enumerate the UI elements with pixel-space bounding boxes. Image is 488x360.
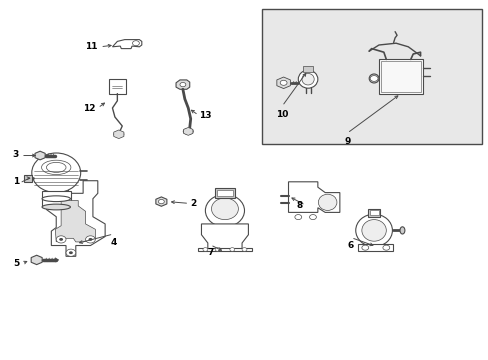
Ellipse shape — [318, 194, 336, 210]
Text: 6: 6 — [347, 241, 353, 250]
Polygon shape — [55, 201, 95, 242]
Text: 10: 10 — [276, 110, 288, 119]
Ellipse shape — [368, 74, 378, 83]
Circle shape — [242, 248, 246, 251]
Polygon shape — [176, 80, 189, 89]
Text: 7: 7 — [206, 248, 213, 257]
Text: 1: 1 — [13, 177, 20, 186]
Circle shape — [132, 41, 139, 46]
Bar — [367, 209, 380, 217]
Ellipse shape — [211, 198, 238, 220]
Circle shape — [85, 236, 95, 243]
Bar — [108, 79, 126, 94]
Ellipse shape — [183, 129, 193, 134]
Text: 12: 12 — [82, 104, 95, 113]
Text: 5: 5 — [13, 259, 20, 268]
Bar — [303, 66, 312, 72]
Bar — [198, 248, 251, 251]
Text: 2: 2 — [190, 199, 197, 208]
Text: 8: 8 — [296, 201, 303, 210]
Circle shape — [56, 236, 66, 243]
Bar — [378, 59, 422, 94]
Ellipse shape — [355, 214, 391, 247]
Polygon shape — [114, 130, 123, 139]
Bar — [358, 244, 392, 251]
Polygon shape — [35, 151, 45, 160]
Circle shape — [361, 245, 368, 250]
Bar — [215, 188, 234, 198]
Bar — [24, 175, 32, 182]
Circle shape — [158, 199, 164, 204]
Circle shape — [229, 248, 234, 251]
Ellipse shape — [114, 131, 123, 137]
Bar — [261, 9, 481, 144]
Ellipse shape — [399, 227, 404, 234]
Circle shape — [309, 215, 316, 220]
Polygon shape — [156, 197, 166, 206]
Ellipse shape — [302, 73, 314, 85]
Ellipse shape — [42, 196, 70, 202]
Text: 11: 11 — [85, 42, 98, 51]
Ellipse shape — [42, 204, 70, 210]
Text: 4: 4 — [110, 238, 117, 247]
Ellipse shape — [361, 220, 386, 241]
Polygon shape — [112, 40, 142, 49]
Polygon shape — [31, 255, 42, 265]
Text: 3: 3 — [12, 150, 19, 159]
Polygon shape — [276, 77, 290, 89]
Bar — [217, 190, 232, 196]
Circle shape — [382, 245, 389, 250]
Bar — [369, 210, 378, 215]
Circle shape — [180, 82, 185, 87]
Polygon shape — [46, 181, 105, 256]
Circle shape — [59, 238, 63, 241]
Circle shape — [69, 251, 73, 254]
Circle shape — [203, 248, 207, 251]
Circle shape — [280, 80, 286, 85]
Circle shape — [66, 249, 76, 256]
Text: 9: 9 — [343, 137, 350, 146]
Circle shape — [294, 215, 301, 220]
Circle shape — [369, 76, 377, 81]
Bar — [381, 61, 420, 92]
Bar — [41, 191, 71, 207]
Circle shape — [215, 248, 220, 251]
Circle shape — [88, 238, 92, 241]
Ellipse shape — [32, 153, 81, 193]
Polygon shape — [201, 224, 248, 250]
Polygon shape — [288, 182, 339, 212]
Text: 13: 13 — [199, 111, 212, 120]
Ellipse shape — [205, 194, 244, 227]
Ellipse shape — [298, 70, 317, 88]
Polygon shape — [183, 127, 193, 135]
